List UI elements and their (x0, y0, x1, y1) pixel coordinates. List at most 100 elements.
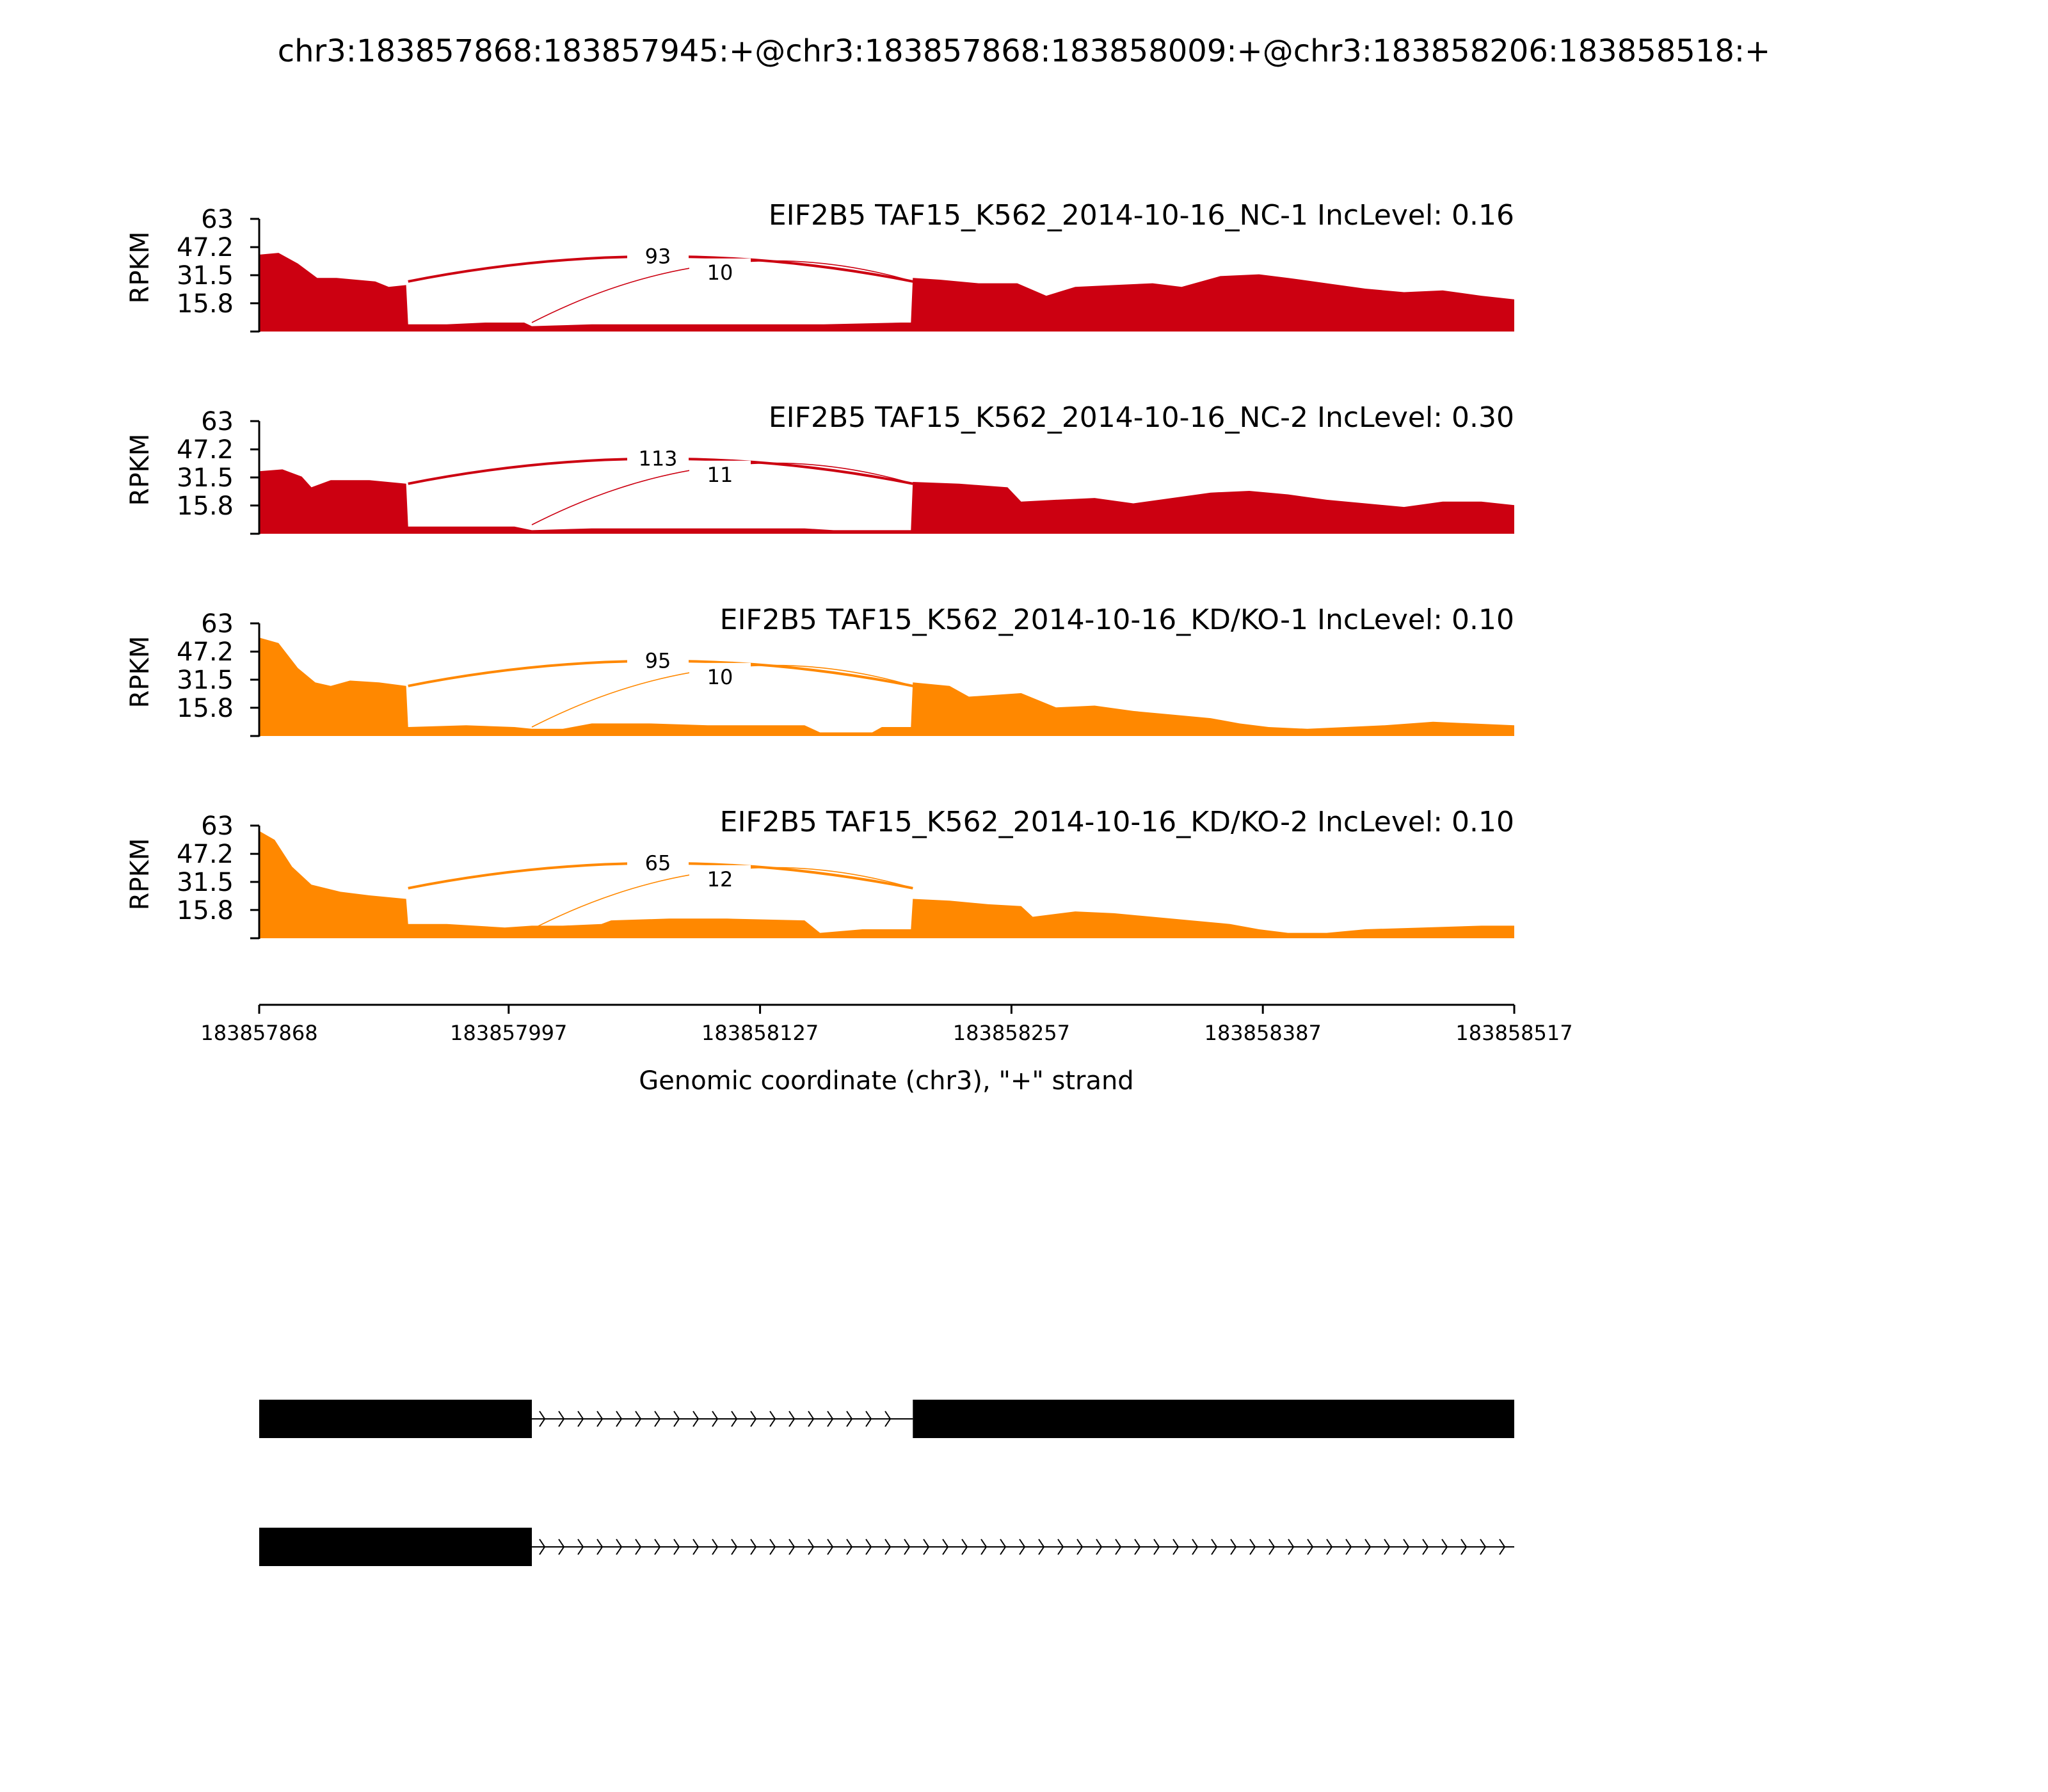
strand-arrow (846, 1411, 853, 1427)
coverage-area (259, 637, 1514, 736)
junction-label-bg (689, 662, 751, 690)
plot-layer: 6347.231.515.893106347.231.515.811311634… (177, 205, 1573, 1566)
y-tick-label: 63 (201, 205, 234, 234)
strand-arrow (692, 1539, 700, 1555)
strand-arrow (673, 1411, 680, 1427)
y-tick-label: 63 (201, 609, 234, 639)
y-tick-label: 63 (201, 407, 234, 436)
isoform-2 (259, 1528, 1514, 1566)
junction-label-bg (689, 258, 751, 285)
y-tick-label: 15.8 (177, 289, 234, 319)
junction-read-count: 10 (707, 665, 733, 689)
strand-arrow (596, 1539, 604, 1555)
strand-arrow (1038, 1539, 1045, 1555)
strand-arrow (731, 1539, 738, 1555)
y-axis-title: RPKM (125, 838, 155, 911)
y-tick-label: 15.8 (177, 694, 234, 723)
strand-arrow (1384, 1539, 1391, 1555)
strand-arrow (731, 1411, 738, 1427)
strand-arrow (1000, 1539, 1007, 1555)
strand-arrow (673, 1539, 680, 1555)
page-title: chr3:183857868:183857945:+@chr3:18385786… (278, 33, 1771, 69)
junction-read-count: 95 (645, 649, 671, 673)
panel-title: EIF2B5 TAF15_K562_2014-10-16_NC-1 IncLev… (769, 199, 1514, 232)
strand-arrow (712, 1411, 719, 1427)
y-tick-label: 31.5 (177, 463, 234, 493)
strand-arrow (1172, 1539, 1180, 1555)
strand-arrow (1422, 1539, 1429, 1555)
strand-arrow (635, 1411, 642, 1427)
strand-arrow (1364, 1539, 1372, 1555)
strand-arrow (596, 1411, 604, 1427)
strand-arrow (788, 1539, 796, 1555)
strand-arrow (1096, 1539, 1103, 1555)
x-tick-label: 183858517 (1455, 1021, 1572, 1045)
strand-arrow (616, 1539, 623, 1555)
strand-arrow (1249, 1539, 1256, 1555)
strand-arrow (1211, 1539, 1218, 1555)
strand-arrow (1076, 1539, 1084, 1555)
strand-arrow (1403, 1539, 1410, 1555)
y-tick-label: 47.2 (177, 637, 234, 667)
junction-read-count: 12 (707, 867, 733, 892)
junction-label-bg (627, 646, 689, 674)
junction-read-count: 11 (707, 463, 733, 487)
strand-arrow (1288, 1539, 1295, 1555)
junction-label-bg (689, 865, 751, 892)
x-axis: Genomic coordinate (chr3), "+" strand (639, 1066, 1133, 1096)
panel-title: EIF2B5 TAF15_K562_2014-10-16_NC-2 IncLev… (769, 401, 1514, 434)
coverage-panel-3: RPKM EIF2B5 TAF15_K562_2014-10-16_KD/KO-… (125, 604, 1514, 708)
strand-arrow (884, 1539, 892, 1555)
coverage-panel-4: RPKM EIF2B5 TAF15_K562_2014-10-16_KD/KO-… (125, 806, 1514, 910)
junction-read-count: 113 (638, 447, 677, 471)
strand-arrow (1153, 1539, 1160, 1555)
junction-label-bg (627, 242, 689, 269)
panel-title: EIF2B5 TAF15_K562_2014-10-16_KD/KO-1 Inc… (720, 604, 1514, 636)
coverage-panel-1: RPKM EIF2B5 TAF15_K562_2014-10-16_NC-1 I… (125, 199, 1514, 303)
strand-arrow (827, 1539, 834, 1555)
strand-arrow (750, 1539, 757, 1555)
strand-arrow (558, 1539, 565, 1555)
x-tick-label: 183858387 (1204, 1021, 1322, 1045)
x-axis-title: Genomic coordinate (chr3), "+" strand (639, 1066, 1133, 1096)
junction-read-count: 93 (645, 244, 671, 269)
y-axis-title: RPKM (125, 636, 155, 708)
strand-arrow (1115, 1539, 1122, 1555)
y-tick-label: 15.8 (177, 896, 234, 925)
strand-arrow (654, 1539, 661, 1555)
strand-arrow (808, 1411, 815, 1427)
coverage-panel-2: RPKM EIF2B5 TAF15_K562_2014-10-16_NC-2 I… (125, 401, 1514, 506)
y-tick-label: 15.8 (177, 492, 234, 521)
strand-arrow (1441, 1539, 1448, 1555)
junction-read-count: 10 (707, 260, 733, 285)
strand-arrow (980, 1539, 988, 1555)
strand-arrow (1480, 1539, 1487, 1555)
strand-arrow (577, 1411, 584, 1427)
strand-arrow (1230, 1539, 1237, 1555)
strand-arrow (808, 1539, 815, 1555)
strand-arrow (750, 1411, 757, 1427)
coverage-area (259, 831, 1514, 938)
x-tick-label: 183858257 (953, 1021, 1070, 1045)
junction-label-bg (627, 849, 689, 876)
x-tick-label: 183857997 (450, 1021, 567, 1045)
strand-arrow (616, 1411, 623, 1427)
strand-arrow (942, 1539, 949, 1555)
strand-arrow (788, 1411, 796, 1427)
y-tick-label: 31.5 (177, 868, 234, 897)
strand-arrow (865, 1411, 872, 1427)
strand-arrow (1192, 1539, 1199, 1555)
strand-arrow (1134, 1539, 1141, 1555)
strand-arrow (904, 1539, 911, 1555)
strand-arrow (1460, 1539, 1468, 1555)
y-tick-label: 47.2 (177, 435, 234, 465)
junction-label-bg (689, 460, 751, 488)
strand-arrow (827, 1411, 834, 1427)
y-axis-title: RPKM (125, 434, 155, 506)
strand-arrow (846, 1539, 853, 1555)
strand-arrow (961, 1539, 968, 1555)
exon-block (259, 1400, 532, 1438)
